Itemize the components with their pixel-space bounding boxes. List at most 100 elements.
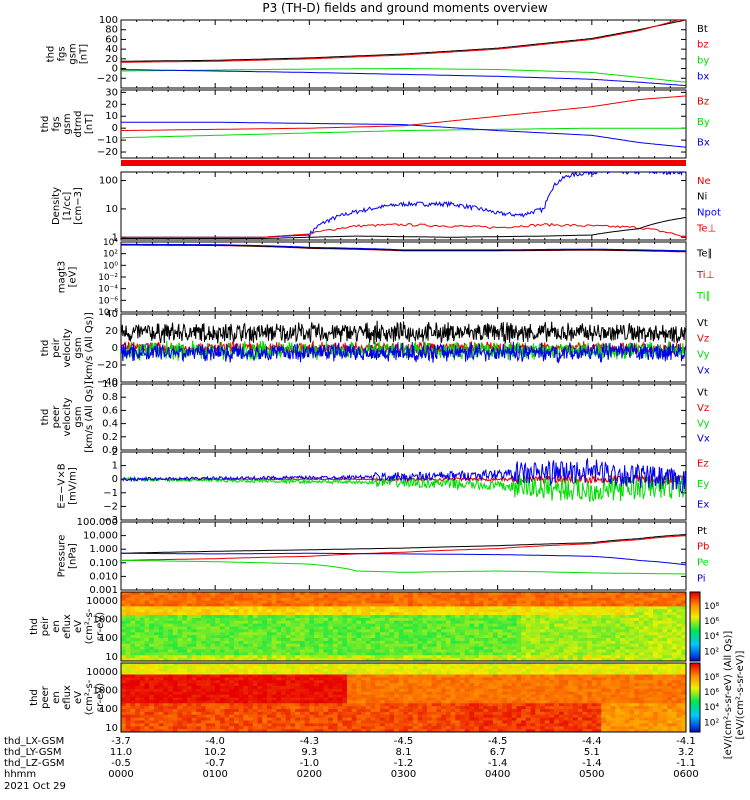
spectrogram-cell	[497, 620, 503, 625]
spectrogram-cell	[163, 714, 169, 719]
spectrogram-cell	[441, 635, 447, 639]
spectrogram-cell	[464, 623, 470, 627]
spectrogram-cell	[610, 655, 616, 659]
spectrogram-cell	[582, 655, 588, 659]
spectrogram-cell	[389, 606, 395, 610]
spectrogram-cell	[394, 606, 400, 610]
spectrogram-cell	[634, 655, 640, 659]
spectrogram-cell	[135, 691, 141, 696]
spectrogram-cell	[408, 652, 414, 656]
spectrogram-cell	[332, 603, 338, 607]
spectrogram-cell	[436, 600, 442, 604]
spectrogram-cell	[314, 635, 320, 639]
spectrogram-cell	[248, 655, 254, 659]
spectrogram-cell	[318, 723, 324, 727]
spectrogram-cell	[455, 612, 461, 616]
spectrogram-cell	[158, 615, 164, 619]
ytick-label: 0.001	[89, 585, 118, 596]
spectrogram-cell	[257, 655, 263, 659]
spectrogram-cell	[464, 646, 470, 650]
ytick-label: 10000	[86, 596, 118, 607]
spectrogram-cell	[375, 638, 381, 642]
spectrogram-cell	[356, 623, 362, 627]
spectrogram-cell	[610, 632, 616, 636]
ytick-label: −20	[97, 360, 118, 371]
spectrogram-cell	[445, 606, 451, 610]
spectrogram-cell	[144, 643, 150, 648]
spectrogram-cell	[318, 665, 324, 670]
spectrogram-cell	[398, 612, 404, 616]
spectrogram-cell	[130, 680, 136, 684]
ytick-label: −40	[97, 377, 118, 388]
spectrogram-cell	[596, 640, 602, 645]
spectrogram-cell	[365, 612, 371, 616]
spectrogram-cell	[342, 638, 348, 642]
spectrogram-cell	[139, 714, 145, 719]
spectrogram-cell	[191, 677, 197, 681]
spectrogram-cell	[139, 652, 145, 656]
spectrogram-cell	[525, 617, 532, 622]
spectrogram-cell	[266, 703, 273, 707]
spectrogram-cell	[304, 686, 310, 690]
spectrogram-cell	[276, 703, 282, 707]
spectrogram-cell	[309, 703, 315, 707]
spectrogram-cell	[153, 635, 160, 639]
colorbar-cell	[690, 654, 700, 657]
spectrogram-cell	[191, 594, 197, 599]
spectrogram-cell	[224, 711, 230, 716]
spectrogram-cell	[483, 635, 489, 639]
spectrogram-cell	[149, 649, 155, 653]
spectrogram-cell	[243, 649, 249, 653]
spectrogram-cell	[257, 714, 263, 719]
spectrogram-cell	[525, 592, 532, 596]
spectrogram-cell	[229, 649, 235, 653]
spectrogram-cell	[168, 594, 174, 599]
spectrogram-cell	[177, 691, 183, 696]
spectrogram-cell	[573, 623, 579, 627]
spectrogram-cell	[403, 592, 409, 596]
spectrogram-cell	[351, 638, 357, 642]
spectrogram-cell	[262, 629, 268, 633]
spectrogram-cell	[638, 600, 645, 604]
ytick-label: 20	[105, 326, 118, 337]
spectrogram-cell	[525, 600, 532, 604]
spectrogram-cell	[620, 643, 626, 648]
spectrogram-cell	[125, 617, 131, 622]
spectrogram-cell	[615, 632, 621, 636]
spectrogram-cell	[403, 623, 409, 627]
spectrogram-cell	[158, 697, 164, 701]
spectrogram-cell	[163, 700, 169, 704]
spectrogram-cell	[182, 700, 188, 704]
spectrogram-cell	[356, 655, 362, 659]
spectrogram-cell	[248, 709, 254, 713]
spectrogram-cell	[290, 620, 296, 625]
spectrogram-cell	[295, 609, 301, 613]
spectrogram-cell	[210, 714, 216, 719]
spectrogram-cell	[210, 686, 216, 690]
spectrogram-cell	[252, 714, 258, 719]
spectrogram-cell	[516, 597, 522, 602]
spectrogram-cell	[620, 649, 626, 653]
spectrogram-cell	[568, 635, 574, 639]
spectrogram-cell	[412, 615, 419, 619]
spectrogram-cell	[587, 632, 593, 636]
spectrogram-cell	[554, 640, 560, 645]
spectrogram-cell	[229, 671, 235, 675]
spectrogram-cell	[455, 626, 461, 630]
spectrogram-cell	[299, 686, 306, 690]
spectrogram-cell	[671, 652, 677, 656]
spectrogram-cell	[634, 640, 640, 645]
spectrogram-cell	[191, 626, 197, 630]
spectrogram-cell	[144, 677, 150, 681]
spectrogram-cell	[168, 652, 174, 656]
spectrogram-cell	[262, 665, 268, 670]
spectrogram-cell	[582, 603, 588, 607]
spectrogram-cell	[158, 729, 164, 733]
spectrogram-cell	[573, 603, 579, 607]
spectrogram-cell	[210, 652, 216, 656]
spectrogram-cell	[163, 612, 169, 616]
spectrogram-cell	[337, 629, 343, 633]
spectrogram-cell	[172, 629, 178, 633]
spectrogram-cell	[238, 615, 244, 619]
spectrogram-cell	[276, 697, 282, 701]
